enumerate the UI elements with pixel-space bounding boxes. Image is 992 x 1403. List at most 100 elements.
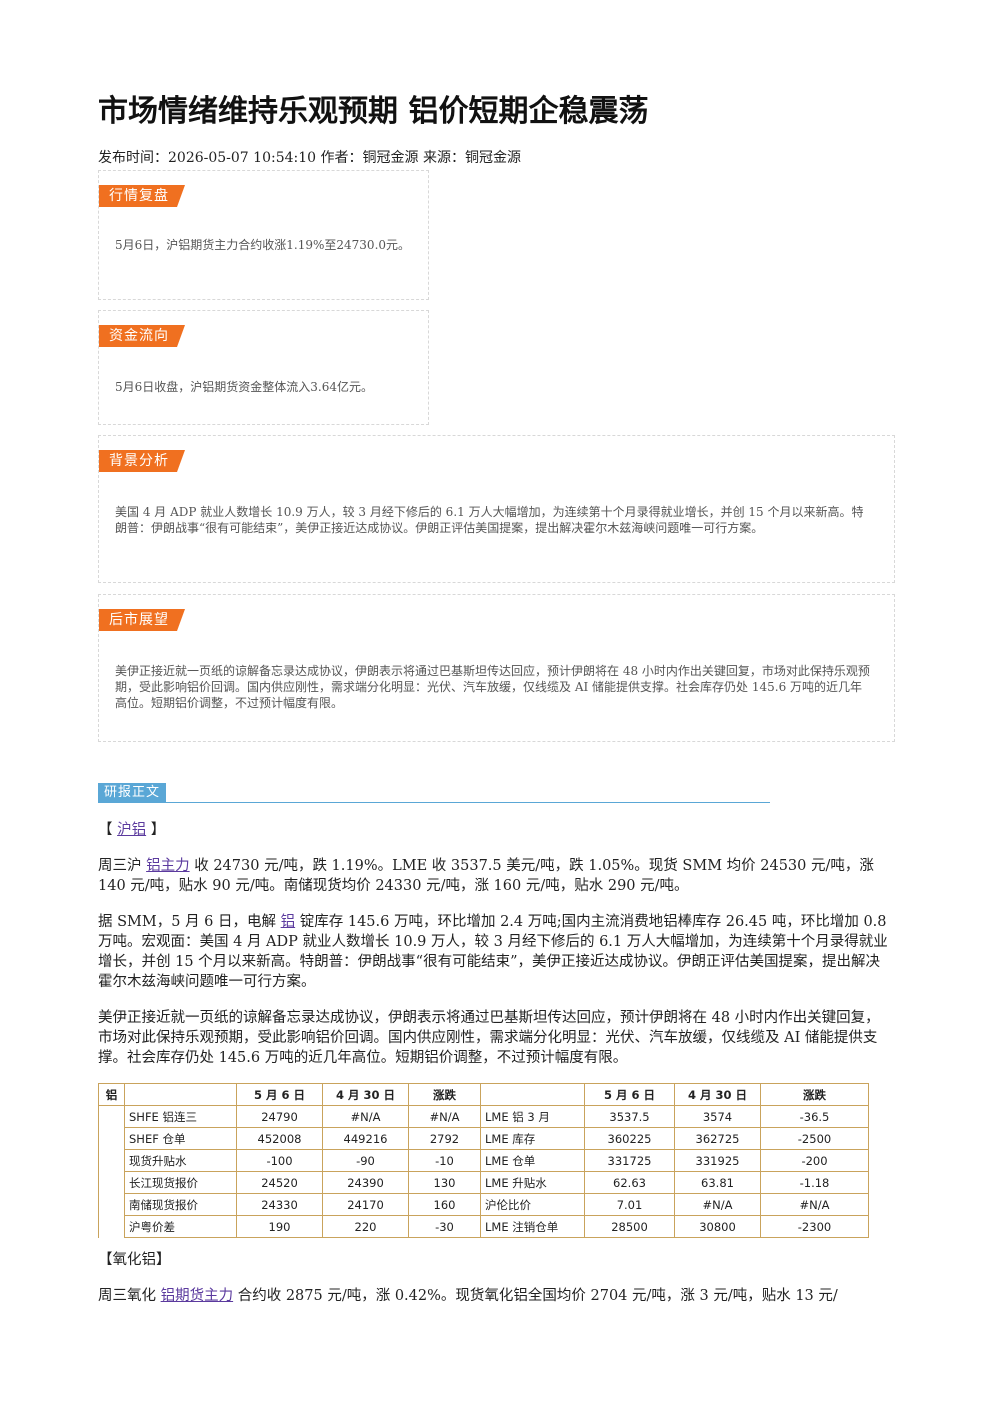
- table-cell: 24390: [322, 1171, 409, 1194]
- table-cell: 24170: [322, 1193, 409, 1216]
- alumina-heading: 【氧化铝】: [98, 1252, 171, 1268]
- alumina-main-link[interactable]: 铝期货主力: [160, 1288, 234, 1304]
- table-cell: 62.63: [584, 1171, 675, 1194]
- table-cell: -100: [236, 1149, 323, 1172]
- table-cell: #N/A: [760, 1193, 869, 1216]
- paragraph-2-b: 锭库存 145.6 万吨，环比增加 2.4 万吨;国内主流消费地铝棒库存 26.…: [98, 914, 888, 990]
- table-row: SHEF 仓单 452008 449216 2792 LME 库存 360225 36272…: [98, 1127, 869, 1150]
- market-review-text: 5月6日，沪铝期货主力合约收涨1.19%至24730.0元。: [115, 238, 411, 252]
- table-cell: 452008: [236, 1127, 323, 1150]
- table-side-cell: [98, 1105, 125, 1128]
- table-header-cell: [480, 1083, 585, 1106]
- table-cell: 沪粤价差: [124, 1215, 237, 1238]
- alu-heading: 【 沪铝 】: [98, 820, 892, 840]
- table-cell: #N/A: [322, 1105, 409, 1128]
- table-cell: SHFE 铝连三: [124, 1105, 237, 1128]
- table-header-cell: [124, 1083, 237, 1106]
- table-cell: 3574: [674, 1105, 761, 1128]
- table-cell: -2300: [760, 1215, 869, 1238]
- table-header-cell: 5 月 6 日: [236, 1083, 323, 1106]
- table-row: 南储现货报价 24330 24170 160 沪伦比价 7.01 #N/A #N/A: [98, 1193, 869, 1216]
- paragraph-1-a: 周三沪: [98, 858, 147, 874]
- table-cell: 长江现货报价: [124, 1171, 237, 1194]
- table-cell: 28500: [584, 1215, 675, 1238]
- table-corner-label: 铝: [98, 1083, 125, 1106]
- table-cell: LME 升贴水: [480, 1171, 585, 1194]
- alu-main-link[interactable]: 铝主力: [146, 858, 190, 874]
- table-cell: 331725: [584, 1149, 675, 1172]
- table-cell: 63.81: [674, 1171, 761, 1194]
- market-review-tag: 行情复盘: [99, 185, 185, 207]
- table-side-cell: [98, 1149, 125, 1172]
- table-cell: 331925: [674, 1149, 761, 1172]
- alu-heading-link[interactable]: 沪铝: [117, 822, 147, 838]
- alu-link[interactable]: 铝: [280, 914, 296, 930]
- paragraph-4: 周三氧化 铝期货主力 合约收 2875 元/吨，涨 0.42%。现货氧化铝全国均…: [98, 1286, 892, 1306]
- table-cell: #N/A: [674, 1193, 761, 1216]
- outlook-box: 后市展望 美伊正接近就一页纸的谅解备忘录达成协议，伊朗表示将通过巴基斯坦传达回应…: [98, 594, 895, 742]
- table-cell: 190: [236, 1215, 323, 1238]
- table-header-cell: 涨跌: [408, 1083, 481, 1106]
- background-box: 背景分析 美国 4 月 ADP 就业人数增长 10.9 万人，较 3 月经下修后…: [98, 435, 895, 583]
- fund-flow-box: 资金流向 5月6日收盘，沪铝期货资金整体流入3.64亿元。: [98, 310, 429, 425]
- table-header-cell: 涨跌: [760, 1083, 869, 1106]
- table-cell: #N/A: [408, 1105, 481, 1128]
- alu-heading-open: 【: [98, 822, 118, 838]
- paragraph-3: 美伊正接近就一页纸的谅解备忘录达成协议，伊朗表示将通过巴基斯坦传达回应，预计伊朗…: [98, 1010, 880, 1066]
- background-text: 美国 4 月 ADP 就业人数增长 10.9 万人，较 3 月经下修后的 6.1…: [115, 505, 864, 535]
- table-side-cell: [98, 1171, 125, 1194]
- table-cell: 362725: [674, 1127, 761, 1150]
- outlook-text: 美伊正接近就一页纸的谅解备忘录达成协议，伊朗表示将通过巴基斯坦传达回应，预计伊朗…: [115, 664, 870, 710]
- article-meta: 发布时间：2026-05-07 10:54:10 作者：铜冠金源 来源：铜冠金源: [98, 150, 521, 166]
- table-row: 现货升贴水 -100 -90 -10 LME 仓单 331725 331925 -200: [98, 1149, 869, 1172]
- table-cell: LME 库存: [480, 1127, 585, 1150]
- table-cell: -36.5: [760, 1105, 869, 1128]
- table-cell: 7.01: [584, 1193, 675, 1216]
- table-cell: 220: [322, 1215, 409, 1238]
- table-header-cell: 4 月 30 日: [322, 1083, 409, 1106]
- table-cell: 24790: [236, 1105, 323, 1128]
- table-cell: 449216: [322, 1127, 409, 1150]
- paragraph-4-b: 合约收 2875 元/吨，涨 0.42%。现货氧化铝全国均价 2704 元/吨，…: [233, 1288, 838, 1304]
- table-cell: -1.18: [760, 1171, 869, 1194]
- table-cell: 2792: [408, 1127, 481, 1150]
- table-row: 沪粤价差 190 220 -30 LME 注销仓单 28500 30800 -2300: [98, 1215, 869, 1238]
- report-section-divider: [98, 802, 770, 803]
- table-cell: LME 仓单: [480, 1149, 585, 1172]
- table-row: 长江现货报价 24520 24390 130 LME 升贴水 62.63 63.81 -1.1…: [98, 1171, 869, 1194]
- outlook-tag: 后市展望: [99, 609, 185, 631]
- table-header-cell: 4 月 30 日: [674, 1083, 761, 1106]
- table-cell: LME 铝 3 月: [480, 1105, 585, 1128]
- table-cell: 24520: [236, 1171, 323, 1194]
- table-cell: SHEF 仓单: [124, 1127, 237, 1150]
- table-cell: -200: [760, 1149, 869, 1172]
- table-cell: 24330: [236, 1193, 323, 1216]
- paragraph-4-a: 周三氧化: [98, 1288, 161, 1304]
- table-cell: 130: [408, 1171, 481, 1194]
- table-cell: -90: [322, 1149, 409, 1172]
- background-tag: 背景分析: [99, 450, 185, 472]
- table-cell: 30800: [674, 1215, 761, 1238]
- table-cell: 现货升贴水: [124, 1149, 237, 1172]
- article-title: 市场情绪维持乐观预期 铝价短期企稳震荡: [98, 94, 649, 129]
- report-section-label: 研报正文: [98, 783, 167, 803]
- table-cell: -10: [408, 1149, 481, 1172]
- fund-flow-tag: 资金流向: [99, 325, 185, 347]
- fund-flow-text: 5月6日收盘，沪铝期货资金整体流入3.64亿元。: [115, 380, 373, 394]
- paragraph-2: 据 SMM，5 月 6 日，电解 铝 锭库存 145.6 万吨，环比增加 2.4…: [98, 912, 892, 992]
- table-cell: 3537.5: [584, 1105, 675, 1128]
- table-side-cell: [98, 1193, 125, 1216]
- table-cell: LME 注销仓单: [480, 1215, 585, 1238]
- table-cell: 沪伦比价: [480, 1193, 585, 1216]
- paragraph-1-b: 收 24730 元/吨，跌 1.19%。LME 收 3537.5 美元/吨，跌 …: [98, 858, 874, 894]
- table-cell: 360225: [584, 1127, 675, 1150]
- table-cell: -30: [408, 1215, 481, 1238]
- alu-heading-close: 】: [146, 822, 166, 838]
- market-review-box: 行情复盘 5月6日，沪铝期货主力合约收涨1.19%至24730.0元。: [98, 170, 429, 300]
- table-cell: -2500: [760, 1127, 869, 1150]
- table-cell: 160: [408, 1193, 481, 1216]
- table-side-cell: [98, 1215, 125, 1238]
- table-row: SHFE 铝连三 24790 #N/A #N/A LME 铝 3 月 3537.5 3574…: [98, 1105, 869, 1128]
- table-header-cell: 5 月 6 日: [584, 1083, 675, 1106]
